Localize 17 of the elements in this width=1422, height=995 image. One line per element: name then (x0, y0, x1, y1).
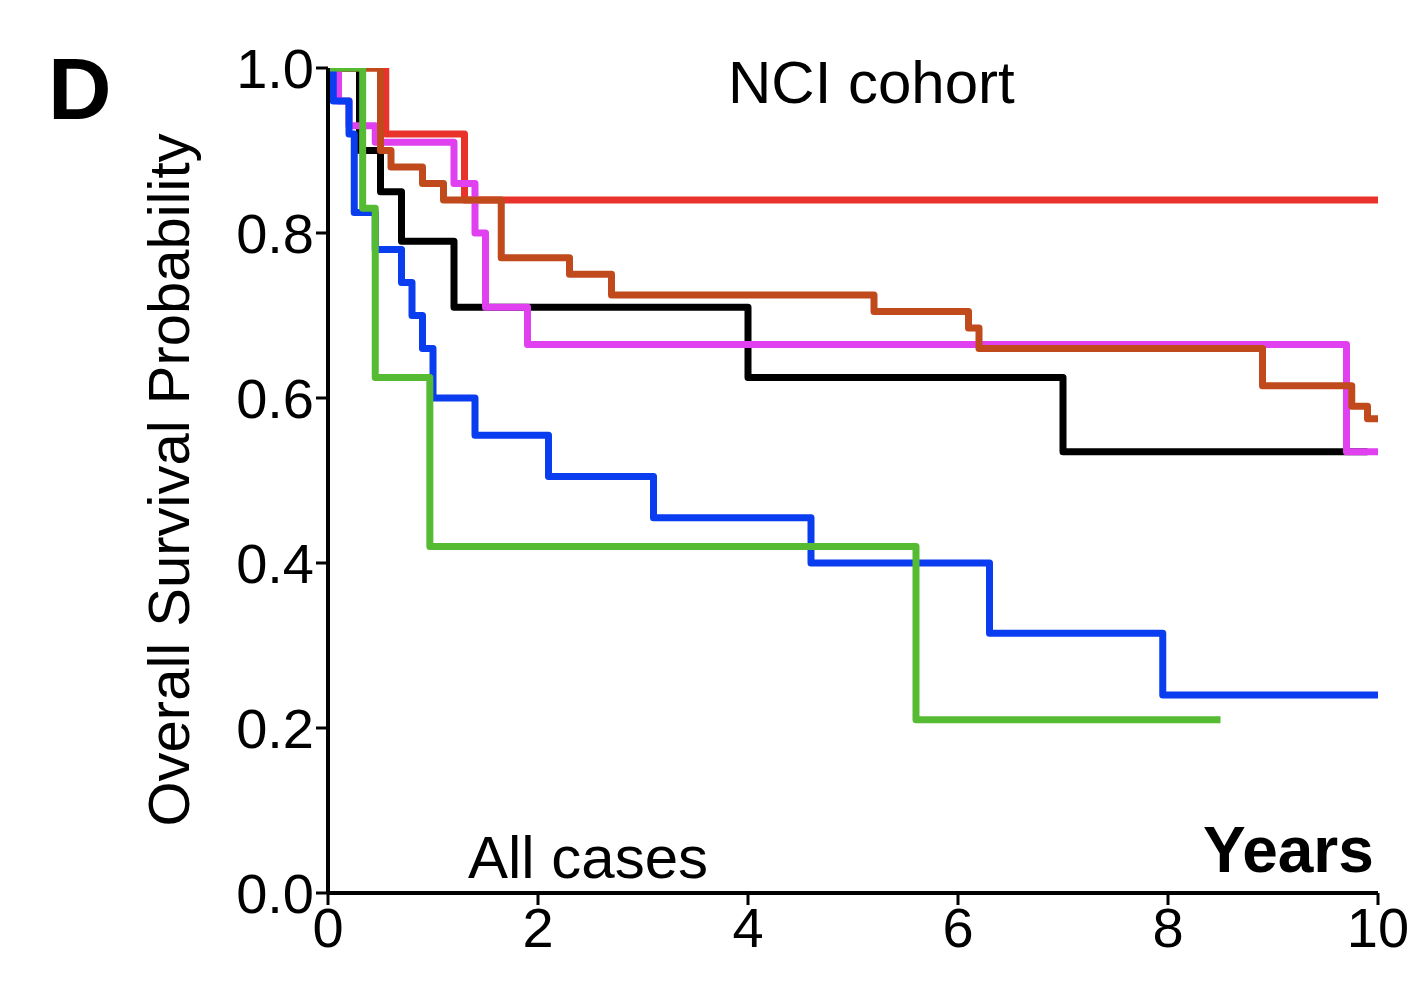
y-axis-title: Overall Survival Probability (134, 133, 202, 827)
y-tick-label: 1.0 (236, 36, 314, 100)
annotation: All cases (468, 823, 709, 892)
y-tick-label: 0.2 (236, 696, 314, 760)
x-tick-label: 0 (312, 895, 344, 959)
x-tick-label: 4 (732, 895, 764, 959)
text: D (48, 38, 112, 140)
x-tick-label: 10 (1346, 895, 1410, 959)
x-tick-label: 6 (942, 895, 974, 959)
x-tick-label: 8 (1152, 895, 1184, 959)
x-tick-label: 2 (522, 895, 554, 959)
x-axis-title: Years (1203, 813, 1374, 887)
y-tick-label: 0.4 (236, 531, 314, 595)
chart-title: NCI cohort (728, 48, 1015, 117)
y-tick-label: 0.6 (236, 366, 314, 430)
y-tick-label: 0.0 (236, 861, 314, 925)
y-tick-label: 0.8 (236, 201, 314, 265)
